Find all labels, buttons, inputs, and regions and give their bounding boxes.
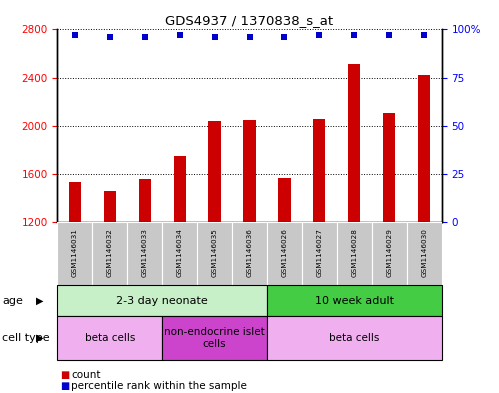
Point (71, 32, 79, 39)
Text: ▶: ▶ (36, 296, 44, 306)
Point (385, 32, 393, 39)
Bar (162, 222, 197, 285)
Text: 10 week adult: 10 week adult (315, 296, 394, 306)
Point (246, 34, 253, 40)
Text: 2-3 day neonate: 2-3 day neonate (116, 296, 208, 306)
Bar (69, 182, 81, 222)
Text: GSM1146029: GSM1146029 (386, 228, 392, 277)
Text: cell type: cell type (2, 333, 50, 343)
Bar (267, 222, 302, 285)
Bar (313, 119, 325, 222)
Text: percentile rank within the sample: percentile rank within the sample (71, 381, 247, 391)
Bar (372, 222, 407, 285)
Bar (348, 64, 360, 222)
Bar (232, 222, 267, 285)
Bar (209, 121, 221, 222)
Text: ▶: ▶ (36, 333, 44, 343)
Text: GDS4937 / 1370838_s_at: GDS4937 / 1370838_s_at (166, 14, 333, 27)
Point (176, 32, 184, 39)
Point (315, 32, 323, 39)
Bar (57, 222, 92, 285)
Text: beta cells: beta cells (85, 333, 135, 343)
Bar (407, 222, 442, 285)
Bar (174, 156, 186, 222)
Bar (57, 316, 162, 360)
Text: beta cells: beta cells (329, 333, 379, 343)
Bar (278, 178, 290, 222)
Point (211, 34, 219, 40)
Text: GSM1146036: GSM1146036 (247, 228, 252, 277)
Text: GSM1146035: GSM1146035 (212, 228, 218, 277)
Text: GSM1146030: GSM1146030 (421, 228, 427, 277)
Bar (267, 285, 442, 316)
Point (106, 34, 114, 40)
Bar (139, 179, 151, 222)
Text: ■: ■ (60, 369, 69, 380)
Bar (162, 316, 267, 360)
Text: GSM1146032: GSM1146032 (107, 228, 113, 277)
Bar (267, 316, 442, 360)
Text: ■: ■ (60, 381, 69, 391)
Text: GSM1146031: GSM1146031 (72, 228, 78, 277)
Point (420, 32, 428, 39)
Bar (92, 222, 127, 285)
Bar (57, 285, 267, 316)
Bar (127, 222, 162, 285)
Point (280, 34, 288, 40)
Bar (383, 112, 395, 222)
Text: GSM1146027: GSM1146027 (316, 228, 322, 277)
Bar (197, 222, 232, 285)
Text: age: age (2, 296, 23, 306)
Bar (104, 191, 116, 222)
Bar (244, 120, 255, 222)
Bar (418, 75, 430, 222)
Text: GSM1146033: GSM1146033 (142, 228, 148, 277)
Bar (337, 222, 372, 285)
Text: non-endocrine islet
cells: non-endocrine islet cells (164, 327, 265, 349)
Point (350, 32, 358, 39)
Text: GSM1146026: GSM1146026 (281, 228, 287, 277)
Text: GSM1146034: GSM1146034 (177, 228, 183, 277)
Point (141, 34, 149, 40)
Text: count: count (71, 369, 101, 380)
Text: GSM1146028: GSM1146028 (351, 228, 357, 277)
Bar (302, 222, 337, 285)
